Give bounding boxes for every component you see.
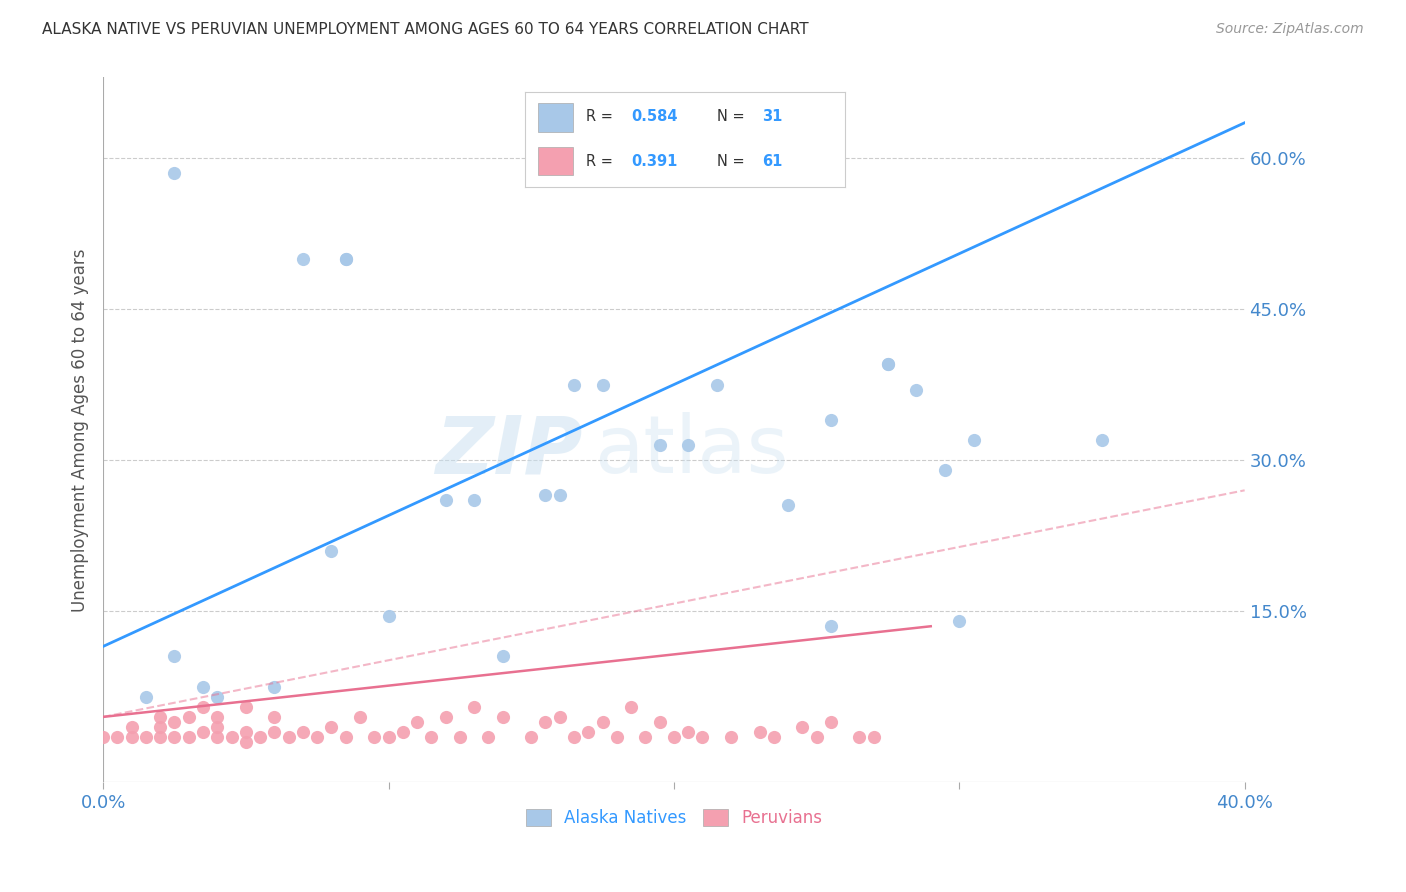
Point: [391, 725, 413, 739]
Point: [492, 710, 515, 724]
Point: [235, 699, 257, 714]
Point: [848, 730, 870, 744]
Point: [335, 252, 357, 266]
Point: [335, 730, 357, 744]
Point: [406, 714, 429, 729]
Text: ALASKA NATIVE VS PERUVIAN UNEMPLOYMENT AMONG AGES 60 TO 64 YEARS CORRELATION CHA: ALASKA NATIVE VS PERUVIAN UNEMPLOYMENT A…: [42, 22, 808, 37]
Point: [592, 377, 614, 392]
Point: [676, 725, 699, 739]
Point: [191, 699, 214, 714]
Point: [706, 377, 728, 392]
Point: [149, 710, 172, 724]
Point: [820, 413, 842, 427]
Point: [363, 730, 385, 744]
Point: [177, 710, 200, 724]
Point: [349, 710, 371, 724]
Point: [163, 714, 186, 729]
Point: [862, 730, 884, 744]
Point: [576, 725, 599, 739]
Point: [207, 720, 229, 734]
Point: [335, 252, 357, 266]
Point: [91, 730, 114, 744]
Point: [877, 358, 900, 372]
Point: [291, 725, 314, 739]
Point: [534, 488, 557, 502]
Point: [905, 383, 928, 397]
Point: [121, 730, 143, 744]
Point: [149, 720, 172, 734]
Point: [520, 730, 543, 744]
Point: [634, 730, 657, 744]
Point: [191, 680, 214, 694]
Point: [820, 619, 842, 633]
Point: [877, 358, 900, 372]
Point: [792, 720, 814, 734]
Point: [548, 710, 571, 724]
Point: [962, 433, 984, 447]
Point: [534, 714, 557, 729]
Point: [420, 730, 443, 744]
Point: [235, 735, 257, 749]
Point: [321, 543, 343, 558]
Y-axis label: Unemployment Among Ages 60 to 64 years: Unemployment Among Ages 60 to 64 years: [72, 248, 89, 612]
Point: [692, 730, 714, 744]
Point: [948, 614, 970, 628]
Legend: Alaska Natives, Peruvians: Alaska Natives, Peruvians: [519, 803, 830, 834]
Point: [163, 649, 186, 664]
Point: [263, 710, 285, 724]
Point: [191, 725, 214, 739]
Point: [307, 730, 329, 744]
Point: [676, 438, 699, 452]
Point: [562, 377, 585, 392]
Point: [434, 493, 457, 508]
Point: [263, 680, 285, 694]
Point: [207, 730, 229, 744]
Point: [934, 463, 956, 477]
Point: [121, 720, 143, 734]
Point: [620, 699, 643, 714]
Point: [177, 730, 200, 744]
Point: [648, 438, 671, 452]
Point: [463, 493, 485, 508]
Point: [207, 710, 229, 724]
Point: [762, 730, 785, 744]
Point: [235, 725, 257, 739]
Point: [776, 499, 799, 513]
Point: [263, 725, 285, 739]
Text: atlas: atlas: [593, 412, 789, 490]
Point: [449, 730, 471, 744]
Point: [149, 730, 172, 744]
Point: [135, 730, 157, 744]
Point: [291, 252, 314, 266]
Point: [249, 730, 271, 744]
Point: [277, 730, 299, 744]
Point: [207, 690, 229, 704]
Point: [377, 609, 399, 624]
Point: [321, 720, 343, 734]
Point: [105, 730, 128, 744]
Point: [562, 730, 585, 744]
Point: [377, 730, 399, 744]
Text: ZIP: ZIP: [436, 412, 582, 490]
Point: [606, 730, 628, 744]
Point: [477, 730, 499, 744]
Point: [1091, 433, 1114, 447]
Point: [221, 730, 243, 744]
Point: [163, 166, 186, 180]
Point: [648, 714, 671, 729]
Point: [163, 730, 186, 744]
Point: [592, 714, 614, 729]
Point: [748, 725, 770, 739]
Point: [720, 730, 742, 744]
Point: [492, 649, 515, 664]
Point: [548, 488, 571, 502]
Point: [463, 699, 485, 714]
Point: [662, 730, 685, 744]
Point: [820, 714, 842, 729]
Point: [806, 730, 828, 744]
Point: [135, 690, 157, 704]
Point: [434, 710, 457, 724]
Text: Source: ZipAtlas.com: Source: ZipAtlas.com: [1216, 22, 1364, 37]
